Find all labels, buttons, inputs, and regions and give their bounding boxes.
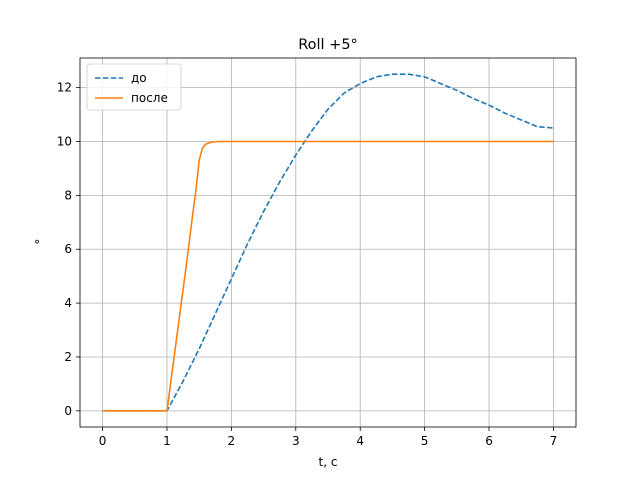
x-tick-label: 5 (421, 434, 429, 448)
y-tick-label: 2 (64, 350, 72, 364)
y-tick-label: 8 (64, 188, 72, 202)
y-tick-label: 12 (57, 81, 72, 95)
x-tick-label: 0 (99, 434, 107, 448)
y-tick-label: 4 (64, 296, 72, 310)
series-line-1 (102, 140, 554, 412)
series-layer (102, 73, 554, 412)
series-line-0 (102, 73, 554, 412)
x-tick-label: 7 (550, 434, 558, 448)
x-tick-label: 1 (163, 434, 171, 448)
legend-label-0: до (131, 71, 147, 85)
x-tick-label: 3 (292, 434, 300, 448)
y-tick-label: 0 (64, 404, 72, 418)
x-axis-label: t, c (319, 455, 338, 469)
legend: до после (86, 63, 182, 111)
x-tick-label: 6 (485, 434, 493, 448)
x-tick-label: 4 (356, 434, 364, 448)
y-tick-label: 6 (64, 242, 72, 256)
y-tick-label: 10 (57, 134, 72, 148)
plot-frame (79, 57, 577, 428)
legend-label-1: после (131, 91, 168, 105)
chart-title: Roll +5° (298, 37, 358, 53)
x-tick-label: 2 (228, 434, 236, 448)
y-axis-label: ° (34, 238, 40, 252)
